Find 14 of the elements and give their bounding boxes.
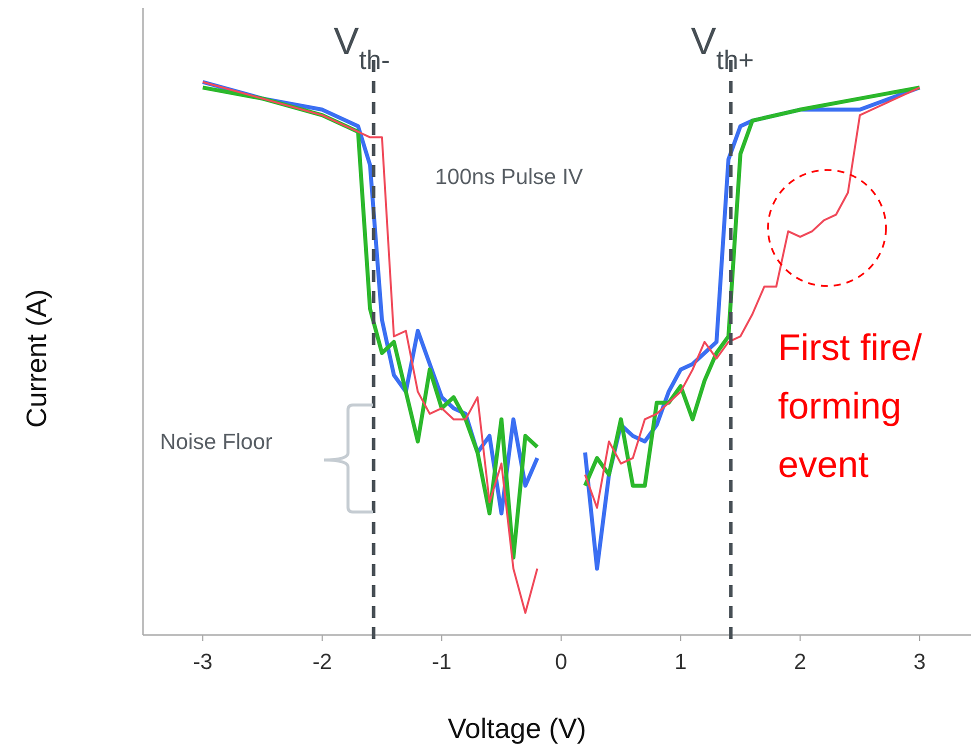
x-tick-label: -1: [432, 649, 452, 674]
x-tick-label: 2: [794, 649, 806, 674]
y-axis-title: Current (A): [21, 289, 52, 428]
x-tick-label: 1: [674, 649, 687, 674]
annotation: Noise Floor: [160, 429, 272, 454]
x-tick-label: 0: [555, 649, 568, 674]
ref-line-label: V$_{th-}$: [334, 21, 390, 75]
x-tick-label: -3: [192, 649, 213, 674]
x-tick-label: -2: [312, 649, 332, 674]
x-tick-label: 3: [914, 649, 926, 674]
ref-line-label: V$_{th+}$: [690, 21, 754, 75]
annotation: 100ns Pulse IV: [435, 164, 584, 189]
annotation: First fire/ forming event: [778, 327, 923, 485]
x-axis-title: Voltage (V): [448, 713, 586, 744]
